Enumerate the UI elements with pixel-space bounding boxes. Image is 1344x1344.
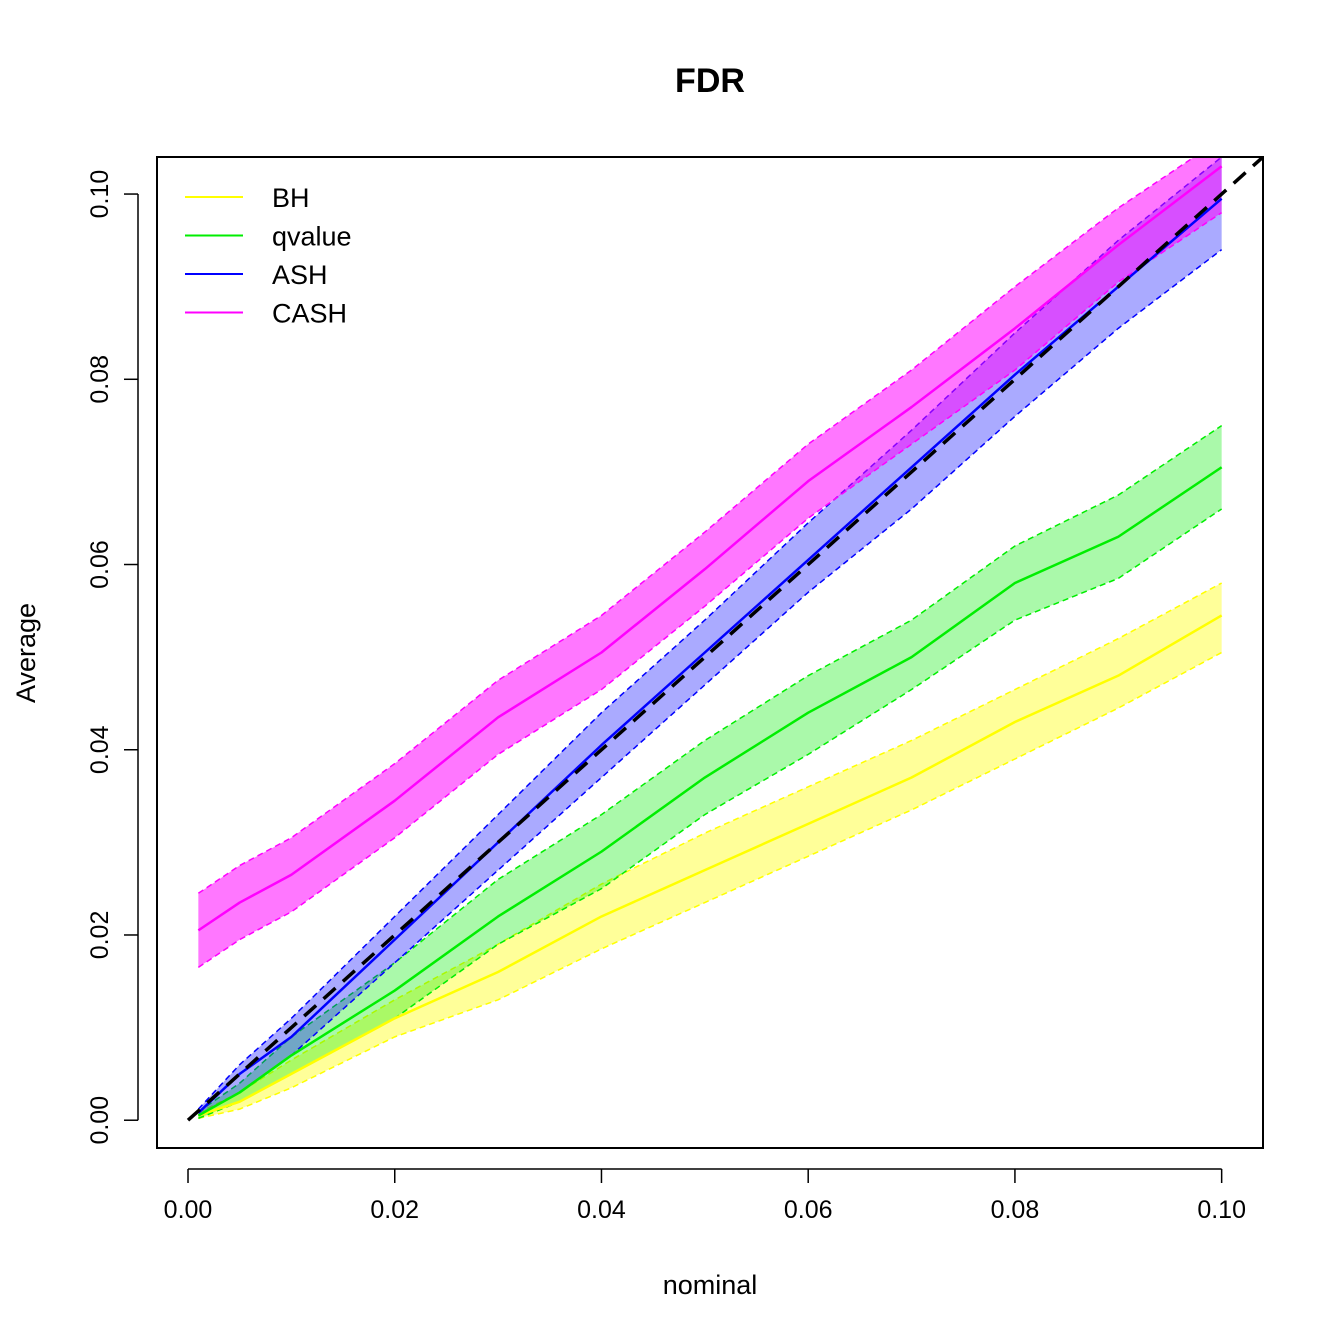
identity-reference-line [186, 157, 1263, 1122]
chart-title: FDR [675, 62, 745, 100]
y-tick-label: 0.00 [86, 1096, 114, 1145]
bh-confidence-band [198, 583, 1222, 1119]
x-tick-label: 0.04 [577, 1196, 626, 1224]
x-tick-label: 0.00 [164, 1196, 213, 1224]
bh-mean-line [197, 614, 1223, 1117]
x-axis-label: nominal [663, 1270, 758, 1300]
bh-lower-bound [198, 651, 1223, 1120]
qvalue-upper-bound [197, 424, 1223, 1113]
cash-lower-bound [197, 211, 1223, 969]
y-tick-label: 0.04 [86, 725, 114, 774]
cash-upper-bound [197, 157, 1196, 894]
reference-diagonal [186, 157, 1263, 1122]
x-tick-label: 0.06 [784, 1196, 833, 1224]
y-tick-label: 0.10 [86, 170, 114, 219]
legend: BH qvalue ASH CASH [185, 183, 352, 329]
bh-upper-bound [198, 582, 1223, 1114]
x-tick-label: 0.08 [991, 1196, 1040, 1224]
qvalue-confidence-band [198, 425, 1222, 1119]
cash-confidence-band [198, 157, 1222, 968]
qvalue-mean-line [197, 466, 1223, 1117]
qvalue-legend-label: qvalue [272, 222, 352, 252]
y-axis-label: Average [11, 603, 41, 703]
y-tick-label: 0.08 [86, 355, 114, 404]
plot-frame [156, 156, 1264, 1149]
x-axis: 0.00 0.02 0.04 0.06 0.08 0.10 [164, 1168, 1246, 1224]
ash-mean-line [197, 197, 1223, 1114]
y-tick-label: 0.06 [86, 540, 114, 589]
x-tick-label: 0.02 [370, 1196, 419, 1224]
y-tick-label: 0.02 [86, 911, 114, 960]
x-tick-label: 0.10 [1197, 1196, 1246, 1224]
confidence-bands [197, 157, 1223, 1120]
y-axis: 0.00 0.02 0.04 0.06 0.08 0.10 [86, 170, 139, 1145]
cash-legend-label: CASH [272, 299, 347, 329]
cash-mean-line [197, 165, 1223, 932]
ash-legend-label: ASH [272, 260, 328, 290]
series-lines [197, 165, 1223, 1117]
bh-legend-label: BH [272, 183, 310, 213]
